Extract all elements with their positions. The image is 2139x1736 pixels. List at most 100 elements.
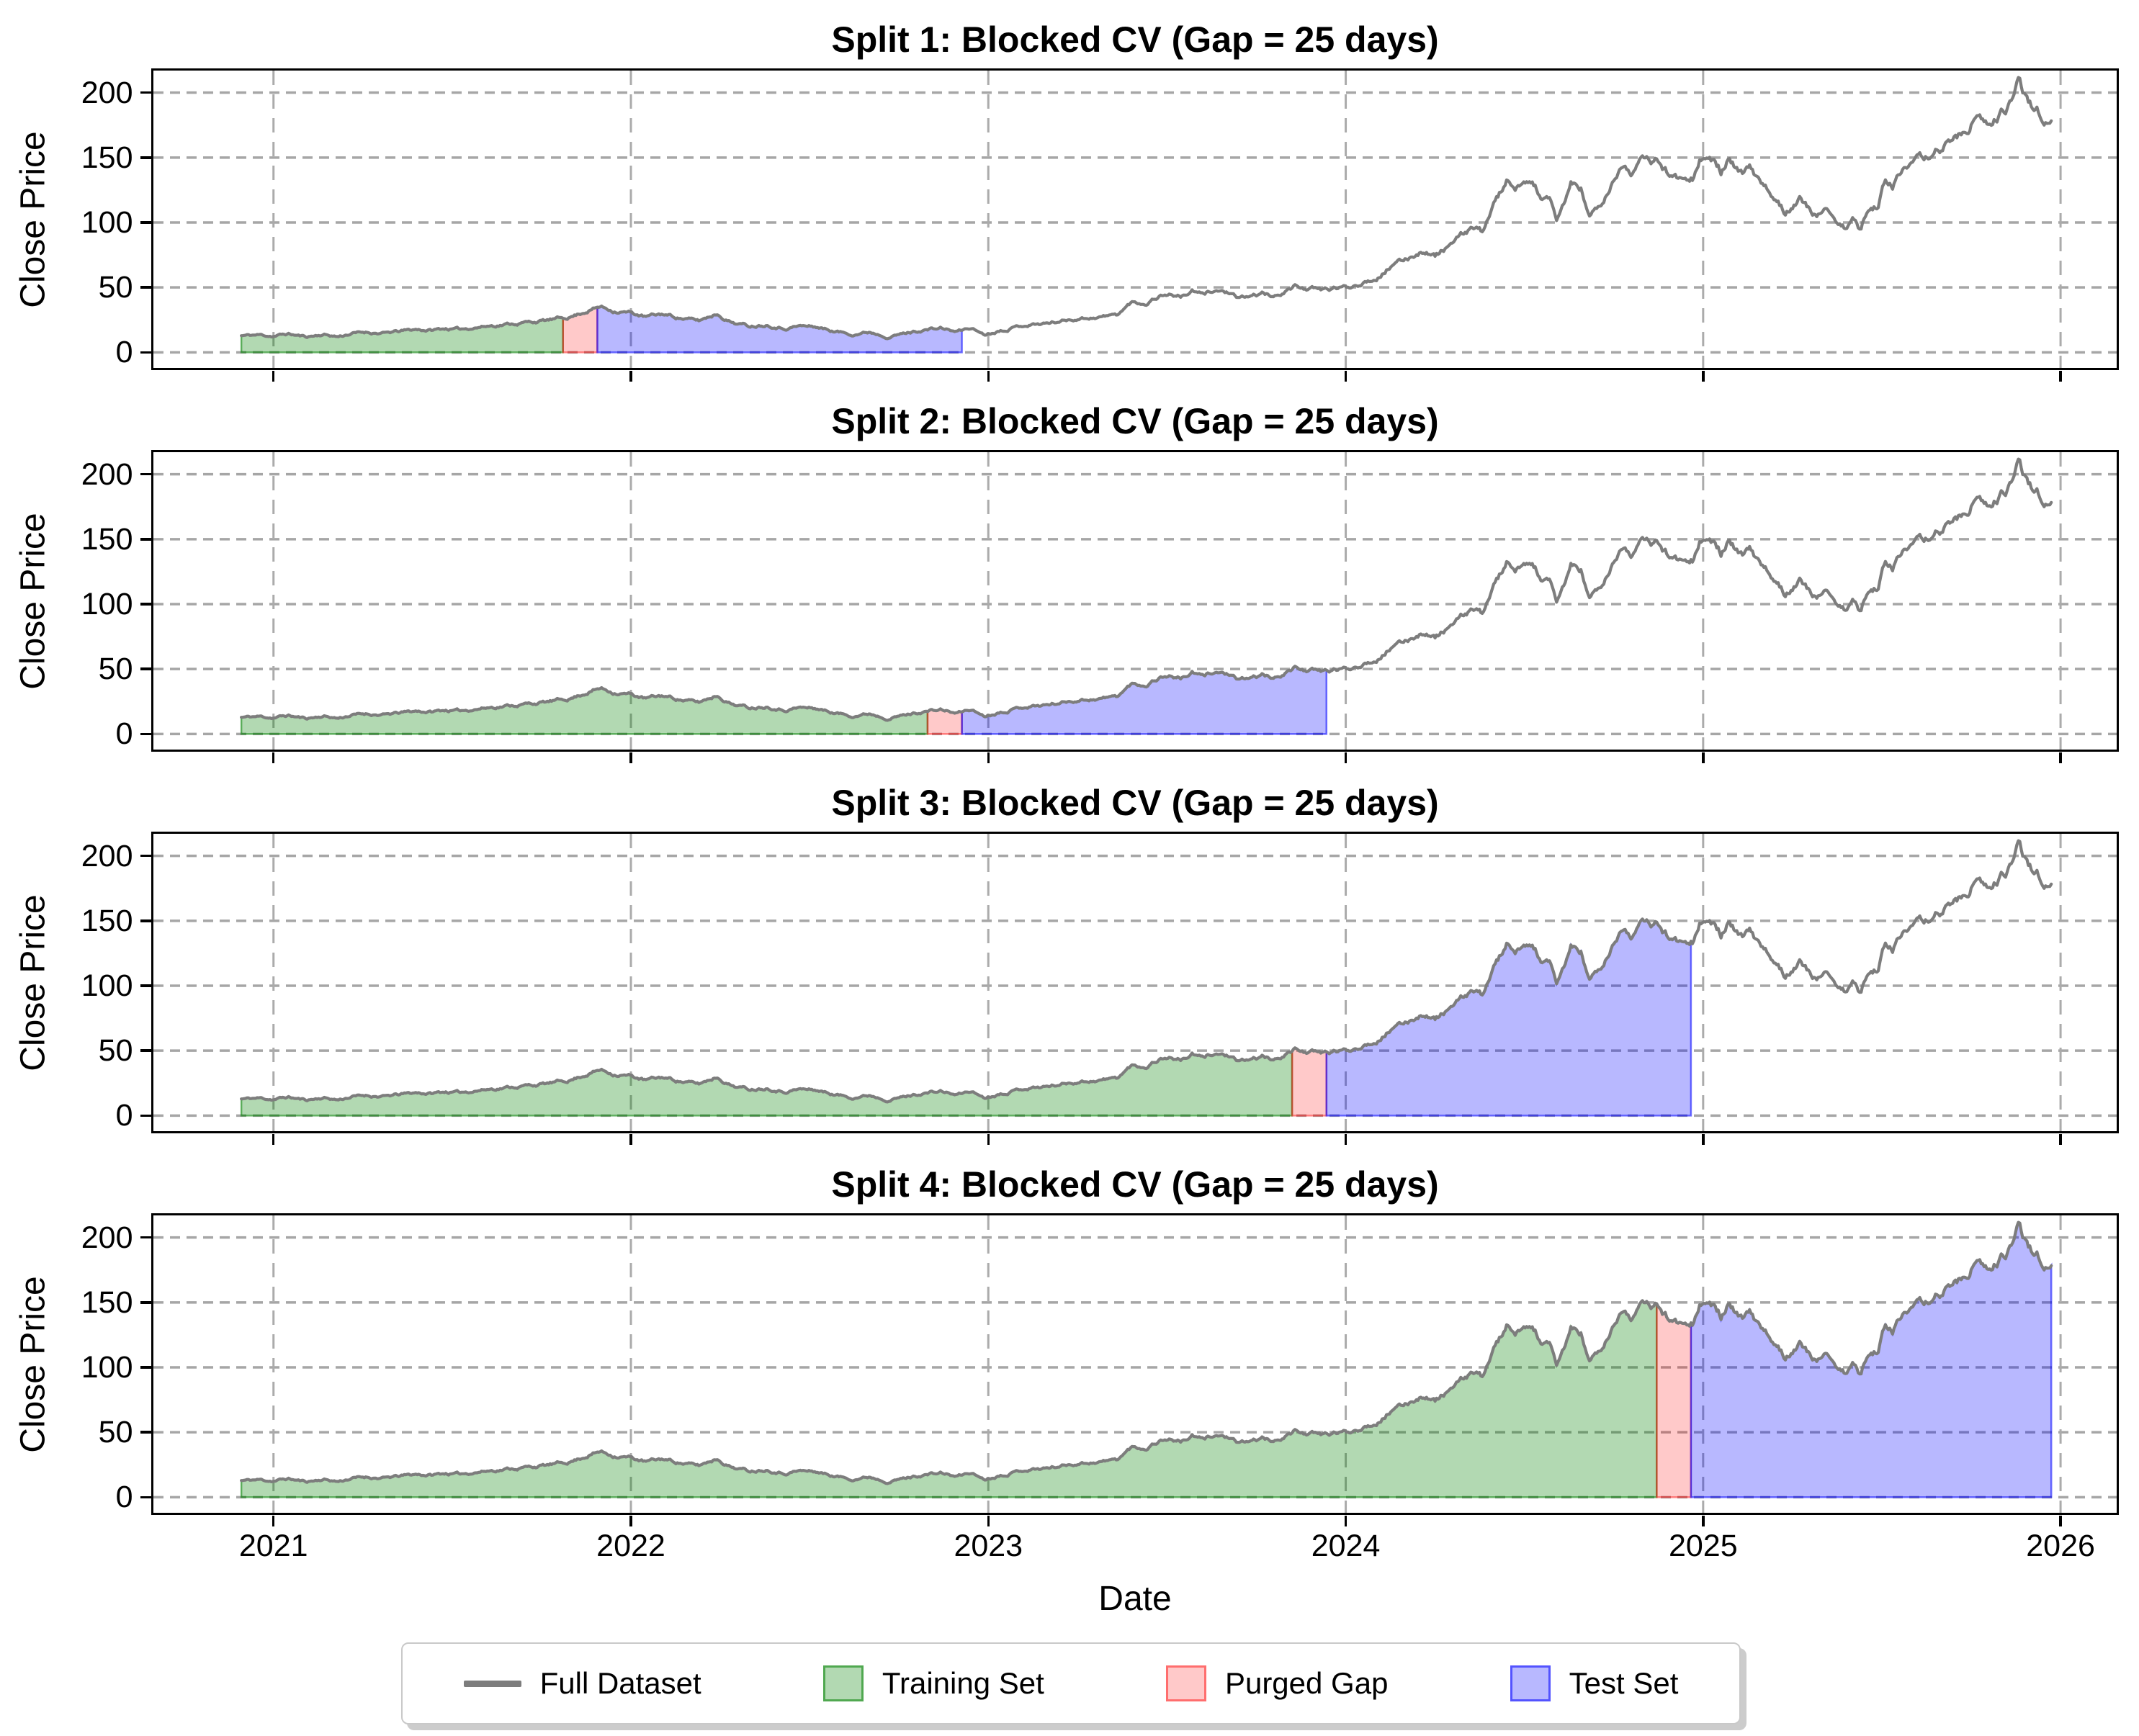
x-tick-mark	[987, 752, 990, 763]
x-tick-label: 2021	[238, 1528, 308, 1563]
subplot-title: Split 2: Blocked CV (Gap = 25 days)	[831, 401, 1439, 441]
y-tick-mark	[140, 1496, 151, 1499]
y-tick-mark	[140, 286, 151, 289]
price-line	[239, 457, 2053, 721]
x-tick-mark	[629, 1133, 632, 1145]
y-tick-label: 200	[81, 457, 133, 492]
x-tick-mark	[987, 370, 990, 382]
legend-label: Test Set	[1569, 1666, 1679, 1700]
y-tick-label: 50	[98, 270, 133, 305]
y-tick-mark	[140, 732, 151, 736]
y-tick-label: 0	[115, 1098, 133, 1133]
subplot-split-2	[151, 449, 2119, 752]
legend-item-full-dataset: Full Dataset	[463, 1666, 701, 1701]
y-tick-label: 150	[81, 903, 133, 938]
x-tick-mark	[629, 1515, 632, 1526]
x-tick-label: 2026	[2026, 1528, 2095, 1563]
x-tick-label: 2025	[1668, 1528, 1738, 1563]
x-tick-mark	[2059, 1133, 2062, 1145]
x-axis-label: Date	[1098, 1580, 1172, 1618]
x-tick-mark	[629, 370, 632, 382]
x-tick-mark	[272, 370, 275, 382]
full-dataset-line-swatch	[463, 1680, 521, 1687]
y-tick-mark	[140, 91, 151, 94]
x-tick-mark	[1344, 1133, 1347, 1145]
y-tick-mark	[140, 919, 151, 922]
x-tick-mark	[2059, 1515, 2062, 1526]
y-tick-mark	[140, 472, 151, 476]
subplot-title: Split 1: Blocked CV (Gap = 25 days)	[831, 19, 1439, 60]
chart-svg-3	[153, 833, 2117, 1131]
subplot-title: Split 3: Blocked CV (Gap = 25 days)	[831, 783, 1439, 823]
x-tick-mark	[987, 1133, 990, 1145]
x-tick-mark	[1344, 752, 1347, 763]
legend: Full Dataset Training Set Purged Gap Tes…	[401, 1642, 1741, 1724]
chart-svg-4	[153, 1215, 2117, 1513]
x-tick-mark	[1702, 1133, 1705, 1145]
y-tick-mark	[140, 1114, 151, 1117]
x-tick-mark	[272, 1515, 275, 1526]
y-tick-mark	[140, 156, 151, 159]
y-tick-mark	[140, 1431, 151, 1434]
y-tick-label: 0	[115, 1480, 133, 1515]
y-tick-mark	[140, 1049, 151, 1052]
y-tick-mark	[140, 221, 151, 224]
x-tick-mark	[2059, 752, 2062, 763]
x-tick-mark	[1702, 370, 1705, 382]
train-region	[240, 1048, 1293, 1117]
x-tick-mark	[272, 1133, 275, 1145]
price-line	[239, 1220, 2053, 1485]
x-tick-mark	[2059, 370, 2062, 382]
subplot-split-3	[151, 831, 2119, 1133]
purged-gap-region	[1291, 1046, 1327, 1117]
chart-svg-2	[153, 451, 2117, 750]
price-line	[239, 76, 2053, 340]
y-tick-label: 100	[81, 1350, 133, 1385]
legend-item-purged-gap: Purged Gap	[1165, 1665, 1389, 1701]
y-tick-mark	[140, 351, 151, 354]
subplot-title: Split 4: Blocked CV (Gap = 25 days)	[831, 1164, 1439, 1205]
y-tick-label: 50	[98, 1033, 133, 1069]
price-line	[239, 839, 2053, 1103]
legend-label: Purged Gap	[1224, 1666, 1389, 1700]
x-tick-mark	[272, 752, 275, 763]
y-tick-label: 150	[81, 521, 133, 557]
y-tick-mark	[140, 854, 151, 858]
x-tick-label: 2022	[596, 1528, 665, 1563]
y-tick-mark	[140, 984, 151, 987]
y-tick-label: 100	[81, 587, 133, 621]
y-tick-mark	[140, 1366, 151, 1369]
x-tick-label: 2024	[1311, 1528, 1381, 1563]
y-tick-label: 150	[81, 1285, 133, 1320]
y-tick-label: 0	[115, 335, 133, 370]
x-tick-mark	[1702, 752, 1705, 763]
test-region	[1325, 917, 1692, 1117]
legend-label: Training Set	[882, 1666, 1044, 1700]
x-tick-label: 2023	[954, 1528, 1023, 1563]
purged-gap-patch-swatch	[1165, 1665, 1206, 1701]
x-tick-mark	[987, 1515, 990, 1526]
purged-gap-region	[1655, 1303, 1692, 1498]
test-set-patch-swatch	[1510, 1665, 1551, 1701]
y-tick-mark	[140, 538, 151, 541]
y-tick-mark	[140, 1301, 151, 1304]
y-tick-mark	[140, 667, 151, 670]
subplot-split-1	[151, 68, 2119, 370]
x-tick-mark	[1702, 1515, 1705, 1526]
y-tick-label: 200	[81, 838, 133, 873]
training-set-patch-swatch	[822, 1665, 864, 1701]
y-tick-label: 50	[98, 652, 133, 687]
y-tick-label: 50	[98, 1415, 133, 1450]
y-tick-label: 0	[115, 716, 133, 752]
y-tick-label: 100	[81, 968, 133, 1003]
x-tick-mark	[1344, 1515, 1347, 1526]
chart-svg-1	[153, 70, 2117, 368]
y-tick-mark	[140, 603, 151, 606]
legend-item-test-set: Test Set	[1510, 1665, 1679, 1701]
subplot-split-4	[151, 1213, 2119, 1515]
train-region	[240, 1298, 1658, 1498]
y-tick-label: 200	[81, 75, 133, 110]
x-tick-mark	[629, 752, 632, 763]
y-tick-label: 100	[81, 205, 133, 240]
